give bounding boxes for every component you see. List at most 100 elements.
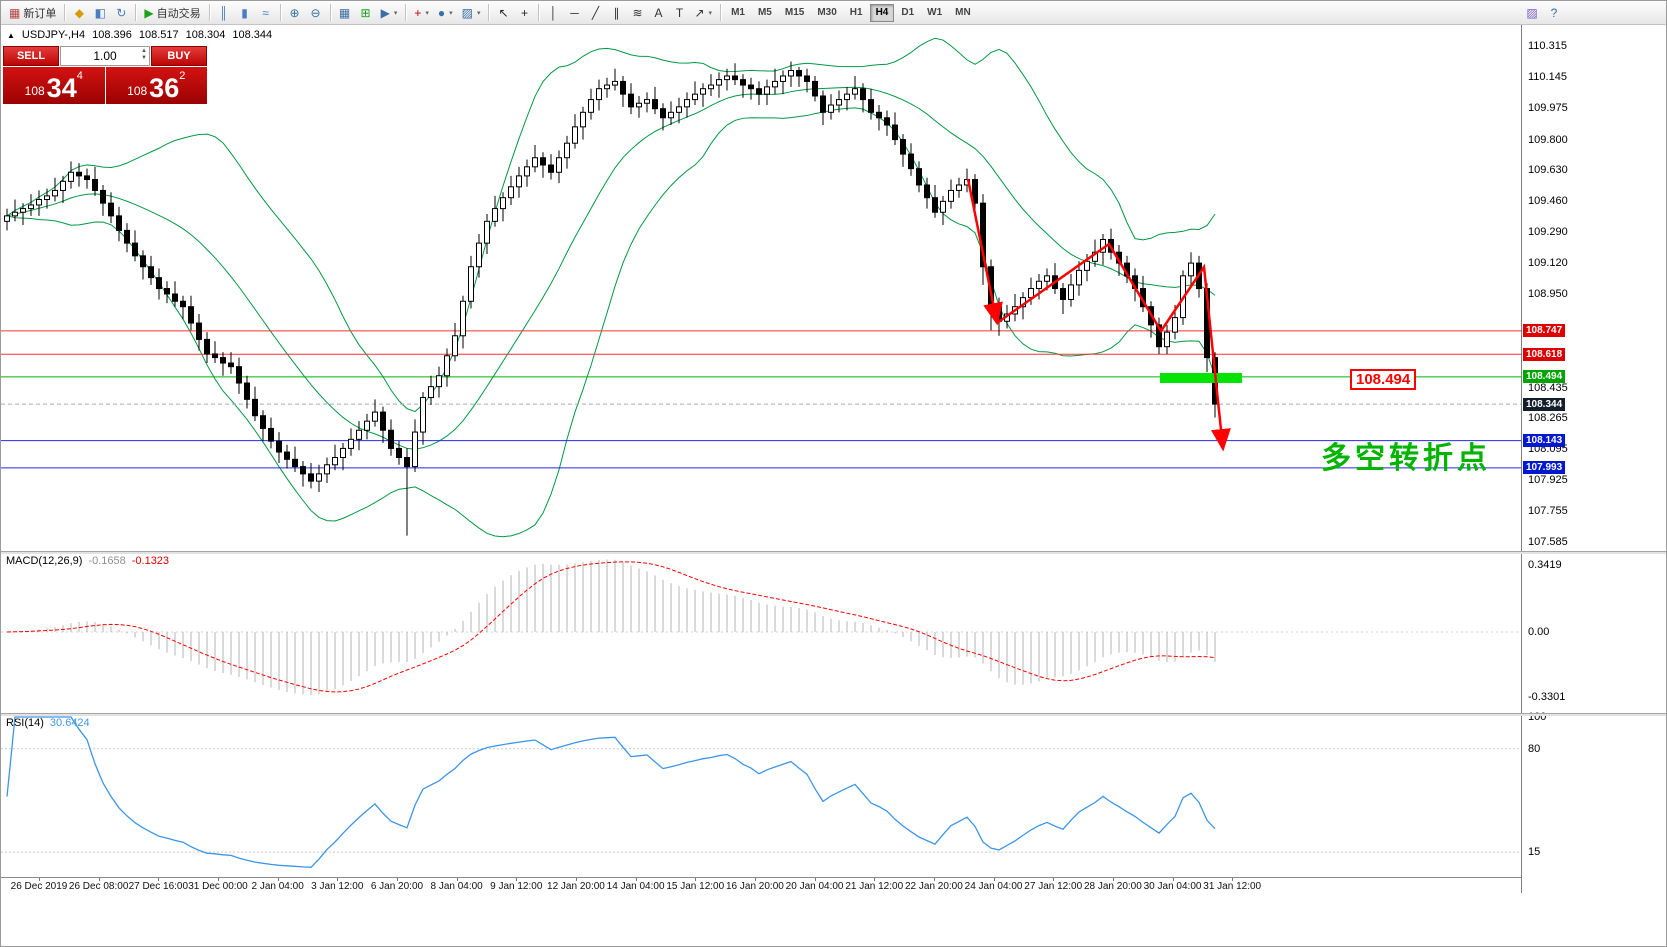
timeframe-mn-button[interactable]: MN — [949, 4, 977, 22]
macd-panel[interactable]: MACD(12,26,9) -0.1658 -0.1323 — [1, 553, 1521, 713]
grid-icon-glyph: ⊞ — [360, 5, 371, 20]
tile-windows-icon-glyph: ▦ — [338, 5, 351, 20]
bid-whole: 108 — [24, 84, 45, 98]
timeframe-h1-button[interactable]: H1 — [844, 4, 869, 22]
zoom-in-icon[interactable]: ⊕ — [285, 3, 305, 23]
gold-seal-icon[interactable]: ◆ — [69, 3, 89, 23]
indicators-icon-glyph: + — [414, 5, 422, 20]
tile-windows-icon[interactable]: ▦ — [335, 3, 355, 23]
trendline-icon[interactable]: ╱ — [585, 3, 605, 23]
candlestick-chart[interactable] — [1, 25, 1521, 551]
time-label: 27 Dec 16:00 — [128, 881, 189, 892]
time-label: 15 Jan 12:00 — [666, 881, 725, 892]
ask-price-display[interactable]: 108 36 2 — [105, 67, 207, 104]
macd-name: MACD(12,26,9) — [6, 555, 83, 567]
volume-up-icon[interactable]: ▲ — [141, 48, 147, 54]
periods-icon[interactable]: ● ▾ — [434, 3, 457, 23]
text-icon[interactable]: A — [648, 3, 668, 23]
time-label: 16 Jan 20:00 — [725, 881, 784, 892]
time-label: 24 Jan 04:00 — [964, 881, 1023, 892]
gold-seal-icon-glyph: ◆ — [74, 5, 84, 20]
toolbar-separator — [64, 4, 66, 21]
indicators-icon[interactable]: + ▾ — [410, 3, 433, 23]
volume-down-icon[interactable]: ▼ — [141, 55, 147, 61]
price-tick: 109.120 — [1528, 257, 1568, 270]
time-tick — [396, 878, 398, 881]
time-tick — [635, 878, 637, 881]
buy-button[interactable]: BUY — [151, 46, 207, 66]
price-tick: 107.585 — [1528, 535, 1568, 548]
price-tick: 109.460 — [1528, 195, 1568, 208]
bid-price-display[interactable]: 108 34 4 — [3, 67, 105, 104]
chart-colors-icon-glyph: ▨ — [1526, 5, 1538, 20]
volume-spinner: ▲ ▼ — [141, 48, 147, 62]
time-label: 2 Jan 04:00 — [251, 881, 304, 892]
crosshair-icon[interactable]: + — [514, 3, 534, 23]
horizontal-line-icon[interactable]: ─ — [564, 3, 584, 23]
main-chart-panel[interactable]: ▲ USDJPY-,H4 108.396 108.517 108.304 108… — [1, 25, 1521, 551]
time-tick — [933, 878, 935, 881]
chart-colors-icon[interactable]: ▨ — [1522, 3, 1542, 23]
trendline-icon-glyph: ╱ — [591, 5, 600, 20]
toolbar-separator — [208, 4, 210, 21]
price-scale[interactable]: 110.315 110.145 109.975 109.800 109.630 109.4… — [1521, 25, 1666, 893]
time-label: 8 Jan 04:00 — [430, 881, 483, 892]
timeframe-m5-button[interactable]: M5 — [752, 4, 778, 22]
text-icon-glyph: A — [654, 5, 663, 20]
time-label: 21 Jan 12:00 — [845, 881, 904, 892]
new-order-button[interactable]: ▦ 新订单 — [5, 3, 60, 23]
turning-point-annotation: 多空转折点 — [1321, 442, 1491, 475]
sell-button[interactable]: SELL — [3, 46, 59, 66]
volume-field[interactable]: 1.00 ▲ ▼ — [60, 46, 150, 66]
price-tick: 108.950 — [1528, 287, 1568, 300]
grid-icon[interactable]: ⊞ — [356, 3, 376, 23]
periods-icon-glyph: ● — [437, 5, 446, 20]
time-label: 9 Jan 12:00 — [490, 881, 543, 892]
rsi-scale-label: 15 — [1528, 846, 1541, 859]
dropdown-arrow-icon: ▾ — [449, 9, 453, 17]
price-level-badge: 108.747 — [1523, 324, 1566, 338]
arrows-icon[interactable]: ↗ ▾ — [690, 3, 716, 23]
price-tick: 108.435 — [1528, 381, 1568, 394]
macd-label: MACD(12,26,9) -0.1658 -0.1323 — [6, 555, 169, 567]
bar-close-value: 108.344 — [232, 29, 273, 41]
timeframe-d1-button[interactable]: D1 — [895, 4, 920, 22]
price-tick: 109.630 — [1528, 164, 1568, 177]
timeframe-m30-button[interactable]: M30 — [811, 4, 842, 22]
candles-chart-icon[interactable]: ▮ — [235, 3, 255, 23]
rsi-panel[interactable]: RSI(14) 30.6424 — [1, 715, 1521, 877]
line-chart-icon[interactable]: ≈ — [256, 3, 276, 23]
autoscroll-icon[interactable]: ▶ ▾ — [377, 3, 402, 23]
autotrade-button[interactable]: ▶ 自动交易 — [140, 3, 204, 23]
time-axis[interactable]: 26 Dec 2019 26 Dec 08:00 27 Dec 16:00 31 De… — [1, 877, 1666, 894]
bars-chart-icon[interactable]: ║ — [214, 3, 234, 23]
time-label: 20 Jan 04:00 — [785, 881, 844, 892]
cursor-icon[interactable]: ↖ — [493, 3, 513, 23]
help-icon[interactable]: ? — [1544, 3, 1564, 23]
zoom-out-icon[interactable]: ⊖ — [306, 3, 326, 23]
timeframe-w1-button[interactable]: W1 — [921, 4, 948, 22]
macd-scale-label: 0.00 — [1528, 626, 1550, 638]
chart-window-icon[interactable]: ◧ — [90, 3, 110, 23]
refresh-icon[interactable]: ↻ — [111, 3, 131, 23]
templates-icon[interactable]: ▨ ▾ — [458, 3, 485, 23]
fibonacci-icon-glyph: ≋ — [632, 5, 643, 20]
time-tick — [98, 878, 100, 881]
panel-splitter[interactable] — [1, 713, 1666, 716]
macd-scale-label: -0.3301 — [1528, 690, 1566, 703]
time-tick — [874, 878, 876, 881]
timeframe-h4-button[interactable]: H4 — [869, 3, 895, 22]
fibonacci-icon[interactable]: ≋ — [627, 3, 647, 23]
panel-splitter[interactable] — [1, 551, 1666, 554]
dropdown-arrow-icon: ▾ — [476, 9, 481, 17]
timeframe-m1-button[interactable]: M1 — [725, 4, 751, 22]
channel-icon[interactable]: ∥ — [606, 3, 626, 23]
label-icon[interactable]: T — [669, 3, 689, 23]
toolbar-separator — [135, 4, 137, 21]
price-level-badge: 107.993 — [1523, 461, 1566, 475]
symbol-info: ▲ USDJPY-,H4 108.396 108.517 108.304 108… — [7, 29, 272, 42]
macd-chart — [1, 559, 1521, 695]
timeframe-m15-button[interactable]: M15 — [779, 4, 810, 22]
autotrade-glyph: ▶ — [144, 5, 154, 20]
vertical-line-icon[interactable]: │ — [543, 3, 563, 23]
